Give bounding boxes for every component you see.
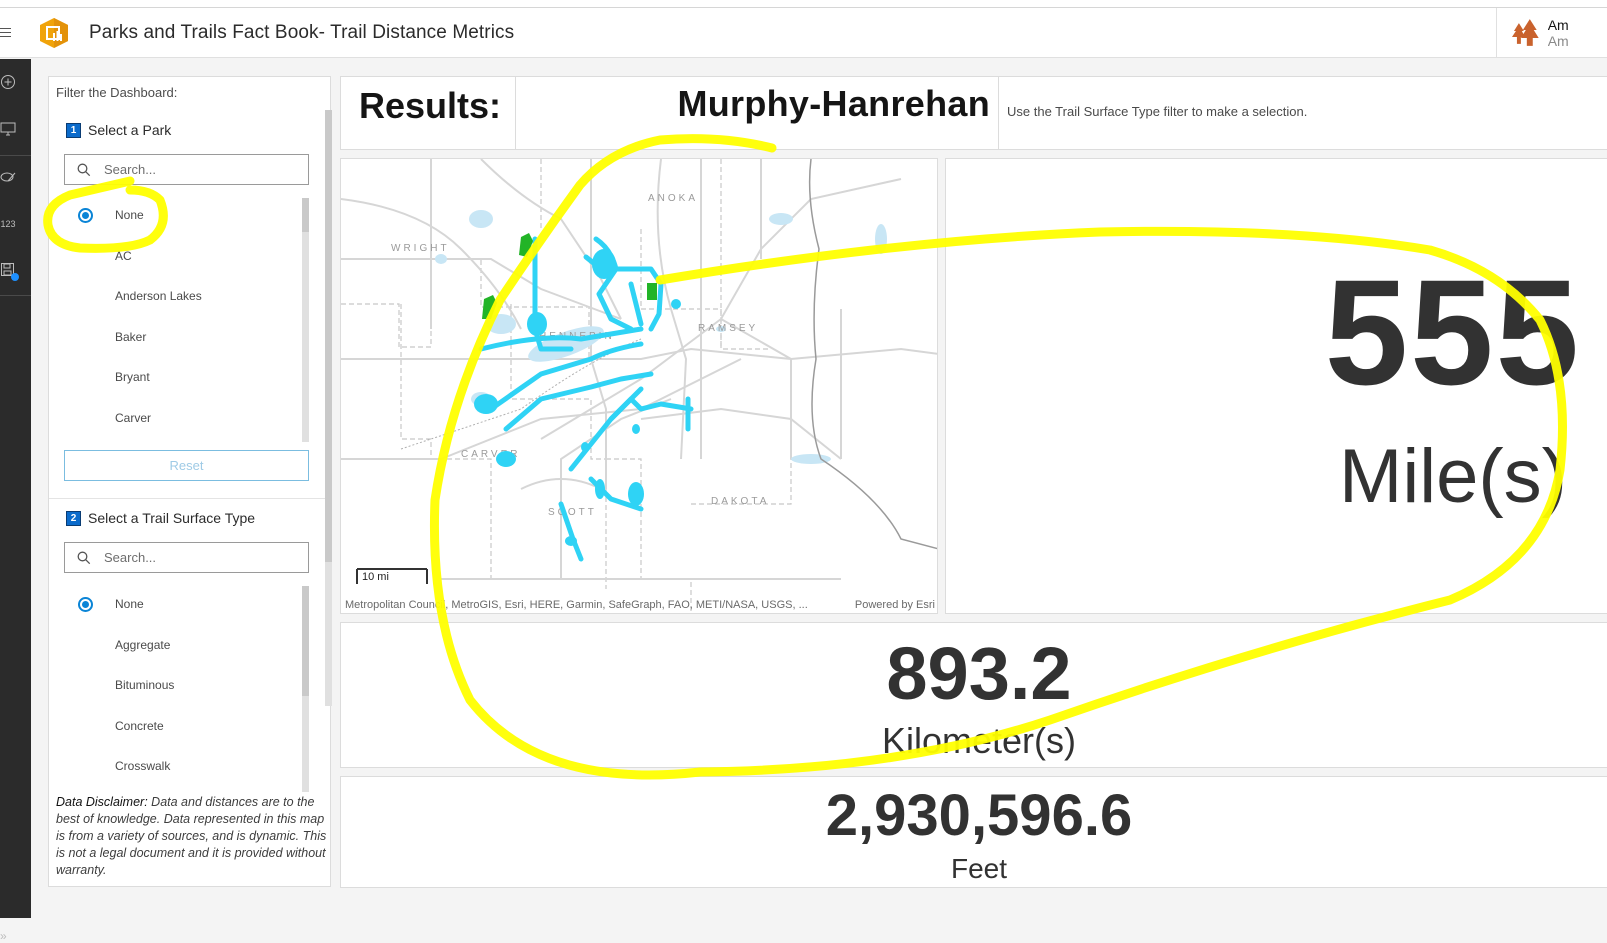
feet-indicator: 2,930,596.6 Feet	[340, 776, 1607, 888]
hamburger-icon[interactable]	[0, 28, 14, 37]
palette-brush-icon[interactable]	[0, 169, 16, 185]
park-option-none[interactable]: None	[64, 195, 309, 236]
park-option-ac[interactable]: AC	[115, 248, 132, 263]
filter-panel-title: Filter the Dashboard:	[56, 85, 178, 100]
results-label: Results:	[359, 85, 502, 126]
number-123-icon[interactable]: 123	[0, 219, 16, 229]
park-name-card: Murphy-Hanrehan	[515, 76, 999, 150]
park-option-anderson-lakes[interactable]: Anderson Lakes	[115, 289, 202, 304]
kilometers-value: 893.2	[886, 632, 1072, 715]
park-option-baker[interactable]: Baker	[115, 329, 147, 344]
park-section-heading: 1 Select a Park	[66, 122, 171, 138]
kilometers-indicator: 893.2 Kilometer(s)	[340, 622, 1607, 768]
builder-toolbar: 123 »	[0, 59, 31, 943]
user-name: Am	[1547, 17, 1569, 33]
hint-card: Use the Trail Surface Type filter to mak…	[998, 76, 1607, 150]
app-title: Parks and Trails Fact Book- Trail Distan…	[89, 21, 515, 43]
surface-option-aggregate[interactable]: Aggregate	[115, 637, 171, 652]
surface-list-scrollbar[interactable]	[302, 586, 309, 792]
attribution-text: Metropolitan Council, MetroGIS, Esri, HE…	[345, 599, 808, 611]
county-label-anoka: ANOKA	[648, 193, 698, 204]
section-divider	[49, 498, 325, 499]
park-search-input[interactable]	[104, 162, 304, 177]
radio-selected[interactable]	[78, 596, 93, 612]
map-attribution: Metropolitan Council, MetroGIS, Esri, HE…	[345, 599, 935, 611]
pine-trees-icon	[1511, 19, 1539, 46]
filter-panel: Filter the Dashboard: 1 Select a Park No…	[48, 76, 332, 887]
surface-search-input[interactable]	[104, 550, 304, 565]
park-search-box[interactable]	[64, 154, 309, 185]
app-header: Parks and Trails Fact Book- Trail Distan…	[0, 8, 1607, 58]
scale-label: 10 mi	[362, 571, 389, 583]
save-disk-icon[interactable]	[0, 262, 16, 278]
filter-panel-scrollbar[interactable]	[325, 110, 332, 706]
surface-option-concrete[interactable]: Concrete	[115, 718, 164, 733]
search-icon	[77, 163, 91, 176]
park-option-bryant[interactable]: Bryant	[115, 370, 150, 385]
monitor-icon[interactable]	[0, 121, 16, 137]
feet-value: 2,930,596.6	[825, 783, 1133, 848]
surface-option-bituminous[interactable]: Bituminous	[115, 678, 175, 693]
feet-unit: Feet	[950, 853, 1008, 884]
park-section-label: Select a Park	[88, 122, 172, 138]
park-list: None AC Anderson Lakes Baker Bryant Carv…	[64, 195, 309, 438]
miles-value: 555	[1324, 248, 1581, 416]
county-label-ramsey: RAMSEY	[698, 323, 758, 334]
data-disclaimer: Data Disclaimer: Data and distances are …	[56, 794, 328, 879]
radio-selected[interactable]	[78, 207, 93, 223]
user-subtitle: Am	[1547, 33, 1569, 49]
county-label-wright: WRIGHT	[391, 243, 450, 254]
county-label-dakota: DAKOTA	[711, 496, 769, 507]
browser-top-edge	[0, 0, 1607, 8]
surface-list: None Aggregate Bituminous Concrete Cross…	[64, 584, 309, 787]
selection-hint: Use the Trail Surface Type filter to mak…	[1007, 104, 1308, 119]
reset-button[interactable]: Reset	[64, 450, 309, 481]
expand-toolbar-icon[interactable]: »	[0, 929, 7, 943]
step-2-badge: 2	[66, 510, 81, 526]
search-icon	[77, 551, 91, 564]
surface-option-crosswalk[interactable]: Crosswalk	[115, 759, 171, 774]
park-list-scrollbar[interactable]	[302, 198, 309, 442]
selected-park-name: Murphy-Hanrehan	[677, 83, 990, 124]
park-option-carver[interactable]: Carver	[115, 410, 152, 425]
surface-option-none[interactable]: None	[64, 584, 309, 625]
miles-indicator: 555 Mile(s)	[945, 158, 1607, 614]
add-circle-icon[interactable]	[0, 74, 16, 90]
surface-section-heading: 2 Select a Trail Surface Type	[66, 510, 255, 526]
step-1-badge: 1	[66, 122, 81, 138]
powered-by-esri[interactable]: Powered by Esri	[854, 599, 935, 611]
county-label-scott: SCOTT	[548, 507, 597, 518]
surface-search-box[interactable]	[64, 542, 309, 573]
disclaimer-label: Data Disclaimer:	[56, 795, 148, 809]
surface-section-label: Select a Trail Surface Type	[88, 510, 256, 526]
trail-map[interactable]: ANOKA WRIGHT HENNEPIN RAMSEY CARVER SCOT…	[340, 158, 938, 614]
disclaimer-text: Data and distances are to the best of kn…	[56, 795, 327, 877]
dashboard-app-logo	[40, 17, 68, 48]
basemap[interactable]: ANOKA WRIGHT HENNEPIN RAMSEY CARVER SCOT…	[341, 159, 938, 614]
kilometers-unit: Kilometer(s)	[881, 720, 1077, 761]
results-label-card: Results:	[340, 76, 516, 150]
user-menu[interactable]: Am Am	[1496, 8, 1607, 58]
miles-unit: Mile(s)	[1339, 434, 1567, 519]
unsaved-indicator-dot	[11, 273, 19, 281]
